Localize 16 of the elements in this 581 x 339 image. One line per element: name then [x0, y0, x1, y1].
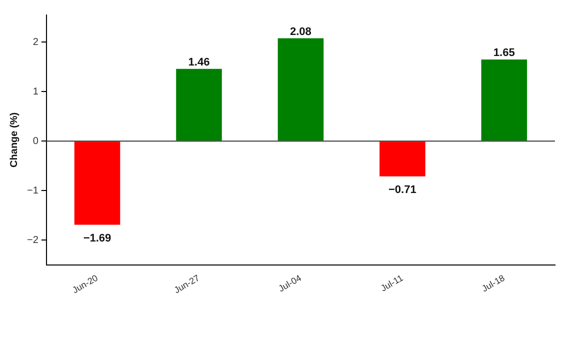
- bar: [380, 142, 426, 176]
- bar: [481, 60, 528, 141]
- bar: [74, 142, 120, 225]
- data-label: 1.65: [493, 47, 515, 60]
- data-label: 1.46: [188, 56, 210, 68]
- y-axis-title: Change (%): [8, 112, 20, 168]
- bar: [176, 68, 222, 141]
- bar: [278, 38, 324, 141]
- y-tick-label: 0: [32, 136, 39, 147]
- data-label: −1.69: [83, 232, 112, 244]
- y-tick-label: −1: [26, 185, 39, 196]
- data-label: 2.08: [290, 26, 312, 38]
- y-tick-label: 1: [32, 86, 39, 98]
- y-tick-label: −2: [26, 234, 39, 246]
- y-tick-label: 2: [32, 36, 39, 48]
- data-label: −0.71: [388, 184, 416, 196]
